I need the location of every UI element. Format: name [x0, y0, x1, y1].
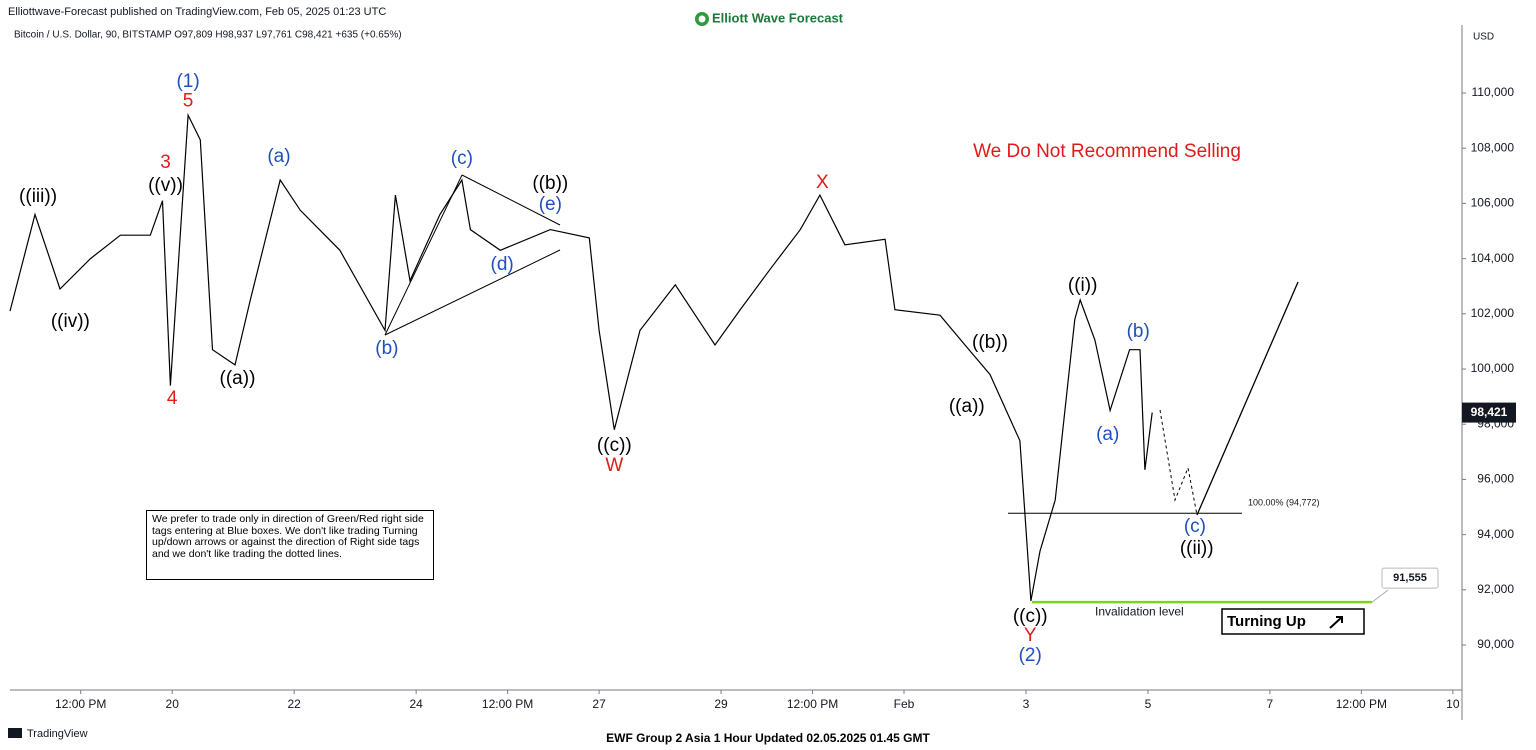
wave-label: ((b)) [972, 332, 1008, 353]
price-line [9, 112, 1153, 602]
wave-label: (b) [375, 338, 398, 359]
projection-line [1196, 281, 1299, 516]
y-tick-label: 108,000 [1471, 140, 1515, 154]
tv-logo [8, 728, 22, 738]
y-tick-label: 90,000 [1477, 637, 1514, 651]
headline: We Do Not Recommend Selling [973, 141, 1241, 162]
invalidation-label-box [1381, 567, 1439, 589]
wave-label: ((v)) [148, 175, 183, 196]
wave-label: ((i)) [1068, 275, 1098, 296]
wave-label: ((c)) [1013, 606, 1048, 627]
wave-label: (c) [451, 148, 473, 169]
x-tick-label: 3 [1023, 697, 1030, 711]
currency: USD [1473, 32, 1494, 43]
wave-label: (a) [1096, 424, 1119, 445]
x-tick-label: 29 [714, 697, 728, 711]
wave-label: Y [1024, 625, 1037, 646]
x-tick-label: 12:00 PM [1336, 697, 1387, 711]
projection-dotted [1159, 409, 1198, 516]
fib-label: 100.00% (94,772) [1248, 498, 1320, 508]
x-tick-label: 7 [1267, 697, 1274, 711]
y-tick-label: 96,000 [1477, 472, 1514, 486]
trading-note: We prefer to trade only in direction of … [146, 510, 434, 580]
wave-label: X [816, 172, 829, 193]
signal-arrow [1329, 616, 1343, 629]
wave-label: ((c)) [597, 435, 632, 456]
x-tick-label: 12:00 PM [55, 697, 106, 711]
wave-label: (1) [176, 71, 199, 92]
wave-label: ((a)) [949, 396, 985, 417]
logo-icon-inner [698, 15, 706, 23]
triangle-line [461, 174, 561, 226]
pattern-lines [384, 174, 1299, 516]
signal: Turning Up [1227, 613, 1306, 630]
triangle-line [384, 249, 561, 336]
wave-label: (b) [1127, 321, 1150, 342]
x-tick-label: 12:00 PM [482, 697, 533, 711]
invalidation-label: 91,555 [1393, 572, 1427, 584]
wave-label: (c) [1184, 516, 1206, 537]
last-price-box [1462, 402, 1516, 423]
y-tick-label: 106,000 [1471, 196, 1515, 210]
wave-label: ((iii)) [19, 186, 57, 207]
invalidation-text: Invalidation level [1095, 604, 1184, 618]
x-tick-label: Feb [894, 697, 915, 711]
triangle-line [384, 174, 463, 336]
x-tick-label: 20 [166, 697, 180, 711]
x-tick-label: 22 [288, 697, 302, 711]
wave-label: ((iv)) [51, 311, 90, 332]
y-tick-label: 100,000 [1471, 361, 1515, 375]
publisher: Elliottwave-Forecast published on Tradin… [8, 6, 386, 18]
y-tick-label: 102,000 [1471, 306, 1515, 320]
wave-label: ((b)) [532, 173, 568, 194]
wave-label: (2) [1019, 645, 1042, 666]
wave-label: W [605, 455, 623, 476]
chart-title: Bitcoin / U.S. Dollar, 90, BITSTAMP O97,… [14, 30, 402, 41]
wave-label: (d) [491, 254, 514, 275]
wave-label: ((a)) [220, 368, 256, 389]
footer-left: TradingView [27, 728, 88, 740]
y-tick-label: 92,000 [1477, 582, 1514, 596]
wave-label: (a) [267, 146, 290, 167]
footer: EWF Group 2 Asia 1 Hour Updated 02.05.20… [606, 731, 930, 745]
wave-label: (e) [539, 194, 562, 215]
brand: Elliott Wave Forecast [712, 10, 844, 25]
x-tick-label: 24 [409, 697, 423, 711]
wave-label: ((ii)) [1180, 538, 1214, 559]
invalidation-pointer [1371, 589, 1389, 603]
last-price-label: 98,421 [1471, 405, 1508, 419]
y-tick-label: 104,000 [1471, 251, 1515, 265]
x-tick-label: 5 [1145, 697, 1152, 711]
wave-label: 3 [160, 152, 171, 173]
signal-box [1221, 608, 1365, 635]
wave-label: 4 [167, 388, 178, 409]
x-tick-label: 12:00 PM [787, 697, 838, 711]
wave-label: 5 [183, 90, 194, 111]
y-tick-label: 94,000 [1477, 527, 1514, 541]
x-tick-label: 10 [1446, 697, 1460, 711]
x-tick-label: 27 [592, 697, 606, 711]
y-tick-label: 110,000 [1472, 85, 1515, 99]
